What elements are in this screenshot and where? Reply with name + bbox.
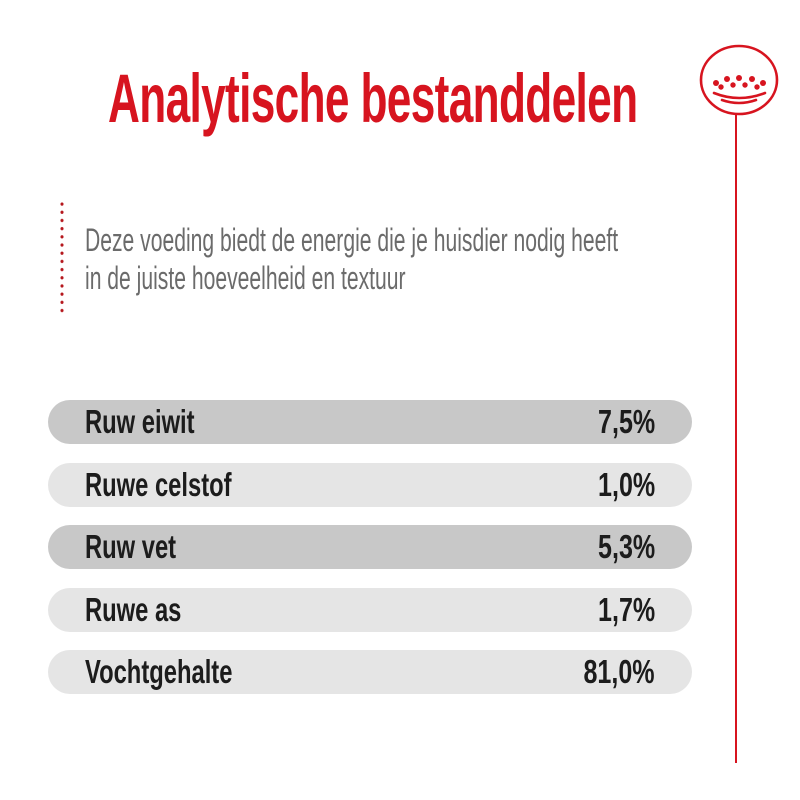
vertical-accent-line <box>735 114 737 763</box>
row-label: Ruwe as <box>85 590 182 628</box>
table-row: Ruw vet 5,3% <box>48 525 692 569</box>
table-row: Vochtgehalte 81,0% <box>48 650 692 694</box>
row-value: 1,0% <box>597 465 655 503</box>
description-line-1: Deze voeding biedt de energie die je hui… <box>85 222 619 258</box>
row-label: Ruw vet <box>85 528 177 565</box>
row-label: Ruw eiwit <box>85 403 195 440</box>
description-text: Deze voeding biedt de energie die je hui… <box>85 221 618 297</box>
royal-canin-crown-logo <box>699 43 779 123</box>
row-value: 1,7% <box>597 590 655 628</box>
table-row: Ruw eiwit 7,5% <box>48 400 692 444</box>
row-value: 81,0% <box>583 653 655 690</box>
analytical-values-table: Ruw eiwit 7,5% Ruwe celstof 1,0% Ruw vet… <box>48 400 692 694</box>
description-line-2: in de juiste hoeveelheid en textuur <box>85 260 406 296</box>
page-title: Analytische bestanddelen <box>108 60 638 137</box>
table-row: Ruwe as 1,7% <box>48 587 692 632</box>
row-value: 5,3% <box>597 528 655 565</box>
dotted-accent-line <box>60 200 64 314</box>
row-value: 7,5% <box>597 403 655 440</box>
table-row: Ruwe celstof 1,0% <box>48 462 692 507</box>
row-label: Vochtgehalte <box>85 653 233 690</box>
row-label: Ruwe celstof <box>85 465 232 503</box>
crown-icon <box>699 44 779 116</box>
